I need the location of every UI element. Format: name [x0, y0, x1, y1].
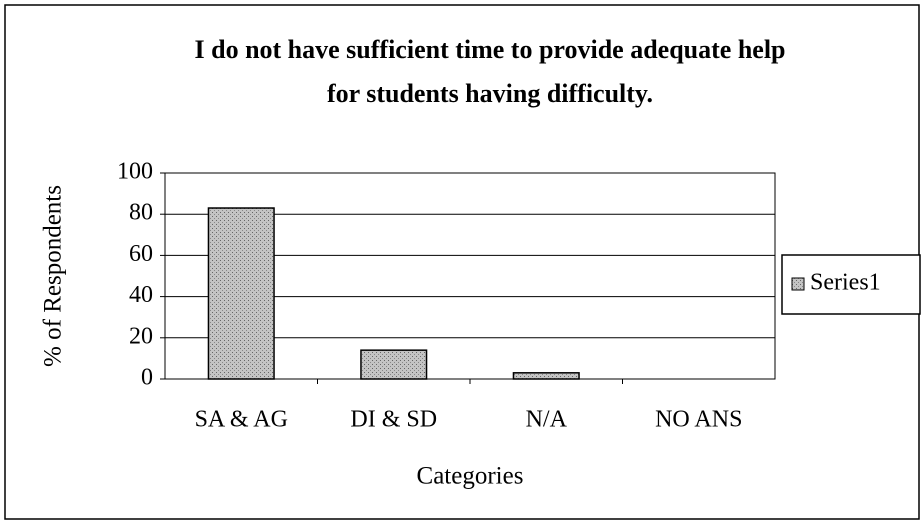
bar	[207, 207, 275, 380]
y-tick-label: 60	[129, 241, 153, 267]
y-tick-label: 0	[141, 365, 153, 391]
x-axis-label: Categories	[417, 463, 524, 490]
y-tick-label: 20	[129, 323, 153, 349]
bar	[360, 349, 428, 380]
y-tick-label: 80	[129, 200, 153, 226]
legend-box	[781, 254, 921, 315]
y-tick-label: 100	[117, 159, 153, 185]
x-tick-label: NO ANS	[655, 407, 742, 433]
bar	[512, 372, 580, 380]
y-tick-label: 40	[129, 282, 153, 308]
x-tick-label: N/A	[526, 407, 568, 433]
chart-title: for students having difficulty.	[327, 79, 653, 108]
x-tick-label: SA & AG	[195, 407, 288, 433]
chart-title: I do not have sufficient time to provide…	[194, 35, 785, 64]
y-axis-label: % of Respondents	[40, 185, 67, 367]
x-tick-label: DI & SD	[350, 407, 437, 433]
legend-label: Series1	[810, 270, 881, 296]
legend-swatch	[791, 277, 805, 291]
